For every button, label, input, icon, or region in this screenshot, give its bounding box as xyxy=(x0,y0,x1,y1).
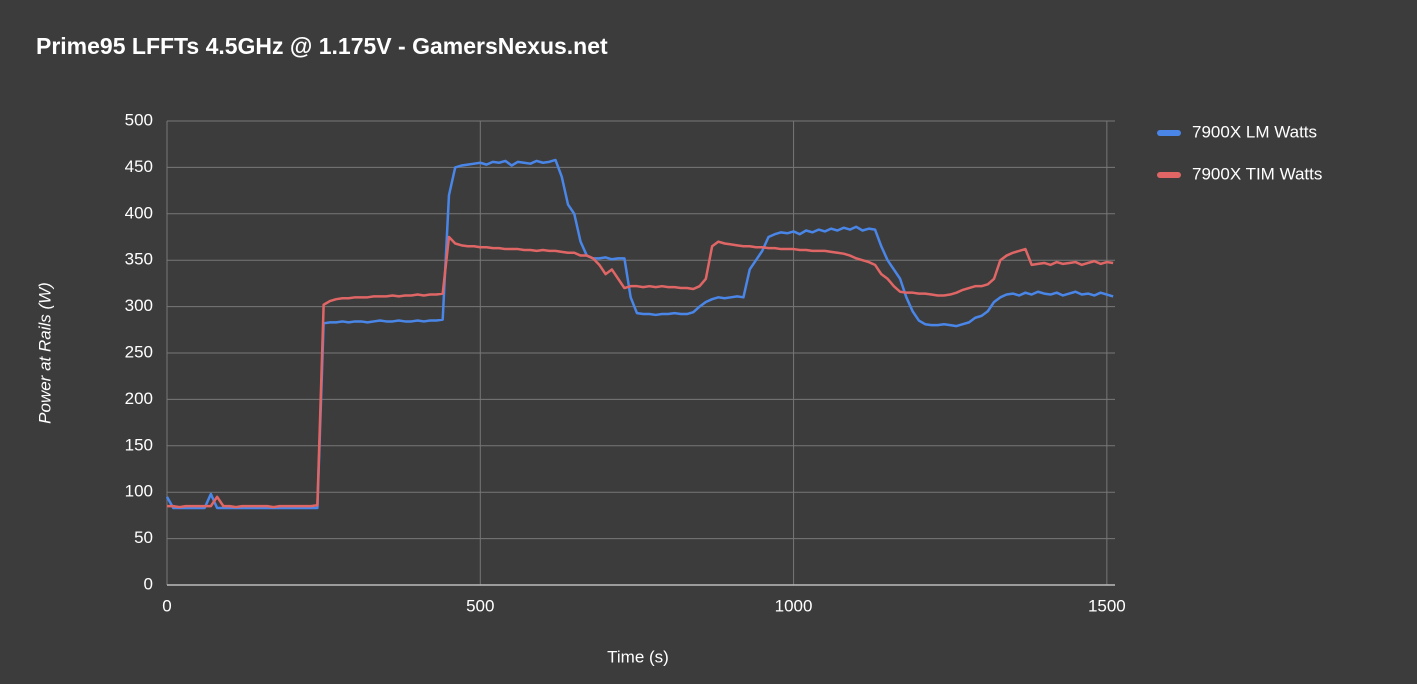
y-tick-label: 400 xyxy=(125,203,153,222)
y-tick-label: 250 xyxy=(125,342,153,361)
data-line xyxy=(167,235,1114,509)
legend-label: 7900X LM Watts xyxy=(1192,122,1317,141)
y-tick-label: 450 xyxy=(125,157,153,176)
y-tick-label: 350 xyxy=(125,250,153,269)
x-tick-label: 500 xyxy=(466,596,494,615)
data-line xyxy=(165,158,1114,510)
x-tick-label: 0 xyxy=(162,596,171,615)
y-tick-label: 200 xyxy=(125,389,153,408)
y-axis-label: Power at Rails (W) xyxy=(35,282,54,424)
x-tick-label: 1000 xyxy=(775,596,813,615)
y-tick-label: 500 xyxy=(125,110,153,129)
y-tick-label: 0 xyxy=(144,574,153,593)
legend-label: 7900X TIM Watts xyxy=(1192,164,1322,183)
y-tick-label: 50 xyxy=(134,528,153,547)
x-axis-label: Time (s) xyxy=(607,647,669,666)
x-tick-label: 1500 xyxy=(1088,596,1126,615)
y-tick-label: 150 xyxy=(125,435,153,454)
y-tick-label: 300 xyxy=(125,296,153,315)
chart-title: Prime95 LFFTs 4.5GHz @ 1.175V - GamersNe… xyxy=(36,33,608,59)
y-tick-label: 100 xyxy=(125,482,153,501)
